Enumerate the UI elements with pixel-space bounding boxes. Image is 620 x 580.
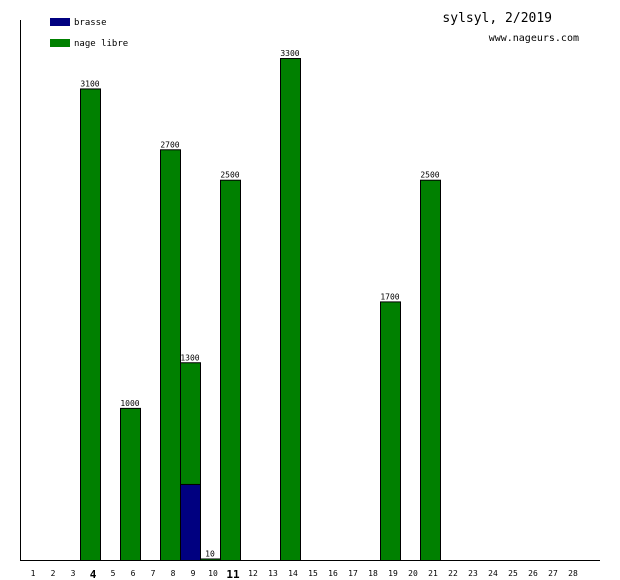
x-tick-label-5: 5	[111, 569, 116, 578]
bar-label-4: 3100	[80, 79, 99, 88]
x-tick-label-26: 26	[528, 569, 538, 578]
bar-label-6: 1000	[120, 399, 139, 408]
x-tick-label-1: 1	[31, 569, 36, 578]
x-tick-label-17: 17	[348, 569, 358, 578]
x-tick-label-10: 10	[208, 569, 218, 578]
x-tick-label-8: 8	[171, 569, 176, 578]
x-tick-label-12: 12	[248, 569, 258, 578]
x-tick-label-27: 27	[548, 569, 558, 578]
bar-nage-libre-21	[420, 179, 441, 561]
bar-nage-libre-6	[120, 407, 141, 561]
x-tick-label-20: 20	[408, 569, 418, 578]
legend: brasse nage libre	[50, 18, 128, 49]
bar-nage-libre-14	[280, 58, 301, 561]
x-tick-label-13: 13	[268, 569, 278, 578]
bar-label-11: 2500	[220, 171, 239, 180]
chart-subtitle: www.nageurs.com	[489, 33, 579, 44]
x-tick-label-4: 4	[90, 568, 97, 580]
bar-label-10: 10	[205, 549, 215, 558]
chart-title: sylsyl, 2/2019	[442, 11, 552, 26]
x-tick-label-3: 3	[71, 569, 76, 578]
x-tick-label-22: 22	[448, 569, 458, 578]
bar-label-14: 3300	[280, 49, 299, 58]
bar-label-19: 1700	[380, 292, 399, 301]
bar-label-8: 2700	[160, 140, 179, 149]
x-tick-label-15: 15	[308, 569, 318, 578]
bar-nage-libre-4	[80, 88, 101, 561]
x-tick-label-19: 19	[388, 569, 398, 578]
bar-nage-libre-9	[180, 362, 201, 485]
bar-nage-libre-11	[220, 179, 241, 561]
x-tick-label-21: 21	[428, 569, 438, 578]
x-tick-label-18: 18	[368, 569, 378, 578]
bar-label-21: 2500	[420, 171, 439, 180]
bar-brasse-9	[180, 483, 201, 561]
legend-swatch-brasse	[50, 18, 70, 26]
x-tick-label-9: 9	[191, 569, 196, 578]
x-tick-label-28: 28	[568, 569, 578, 578]
x-tick-label-2: 2	[51, 569, 56, 578]
x-tick-label-16: 16	[328, 569, 338, 578]
x-tick-label-11: 11	[226, 568, 240, 580]
x-tick-label-25: 25	[508, 569, 518, 578]
legend-label-nage-libre: nage libre	[74, 39, 128, 49]
legend-swatch-nage-libre	[50, 39, 70, 47]
x-tick-label-14: 14	[288, 569, 298, 578]
bar-nage-libre-8	[160, 149, 181, 561]
legend-label-brasse: brasse	[74, 18, 107, 28]
x-tick-label-7: 7	[151, 569, 156, 578]
bar-label-9: 1300	[180, 353, 199, 362]
x-tick-label-23: 23	[468, 569, 478, 578]
bar-nage-libre-10	[200, 558, 221, 562]
x-tick-label-24: 24	[488, 569, 498, 578]
x-tick-label-6: 6	[131, 569, 136, 578]
bar-nage-libre-19	[380, 301, 401, 561]
